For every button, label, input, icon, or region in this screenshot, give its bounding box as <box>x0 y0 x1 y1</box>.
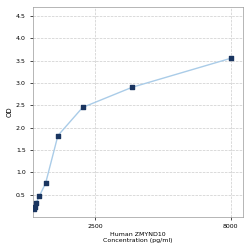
Y-axis label: OD: OD <box>7 106 13 117</box>
Point <box>33 205 37 209</box>
Point <box>34 200 38 204</box>
X-axis label: Human ZMYND10
Concentration (pg/ml): Human ZMYND10 Concentration (pg/ml) <box>104 232 173 243</box>
Point <box>32 207 36 211</box>
Point <box>130 85 134 89</box>
Point <box>38 194 42 198</box>
Point <box>44 181 48 185</box>
Point <box>229 56 233 60</box>
Point <box>56 134 60 138</box>
Point <box>80 106 84 110</box>
